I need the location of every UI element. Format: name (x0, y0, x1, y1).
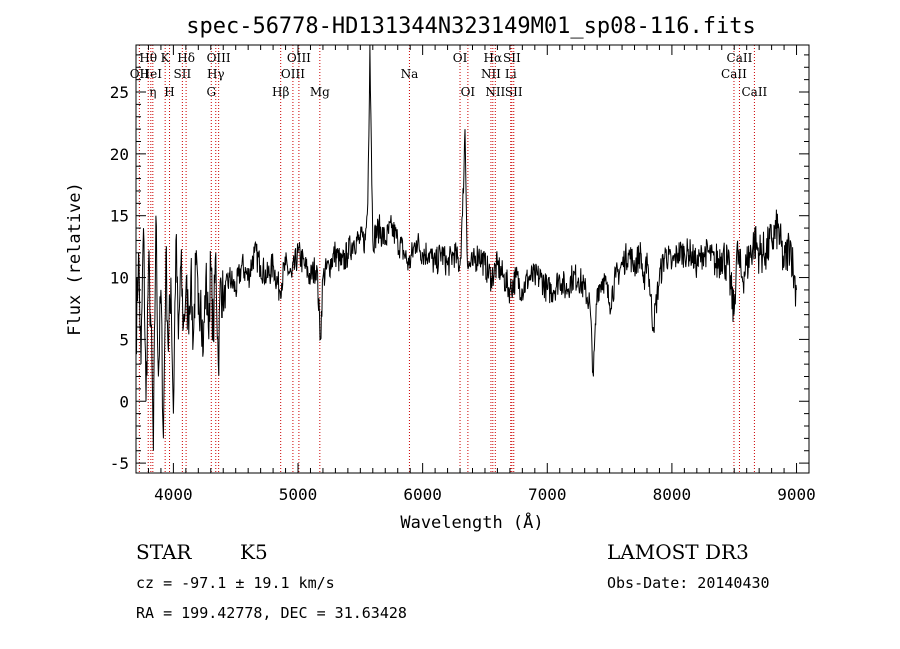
line-label: Hα (484, 51, 503, 65)
object-class: STAR (136, 540, 192, 564)
line-label: OIII (207, 51, 231, 65)
y-tick-label: -5 (110, 454, 129, 473)
x-tick-label: 5000 (279, 485, 318, 504)
line-label: OI (453, 51, 468, 65)
line-label: Na (401, 67, 419, 81)
line-label: Hγ (207, 67, 225, 81)
redshift-readout: cz = -97.1 ± 19.1 km/s (136, 574, 335, 592)
line-label: HeI (140, 67, 163, 81)
x-axis-label: Wavelength (Å) (400, 511, 543, 533)
y-tick-label: 0 (119, 392, 129, 411)
line-label: SII (505, 85, 523, 99)
y-tick-label: 5 (119, 330, 129, 349)
x-tick-label: 8000 (653, 485, 692, 504)
y-tick-label: 25 (110, 83, 129, 102)
axis-ticks: 4000 5000 6000 7000 8000 9000 -5 0 5 10 15 20 25 (110, 45, 816, 504)
line-label: η (149, 85, 156, 99)
line-label: SII (174, 67, 192, 81)
x-tick-label: 4000 (154, 485, 193, 504)
obs-date: Obs-Date: 20140430 (607, 574, 770, 592)
line-label: CaII (741, 85, 767, 99)
line-label: CaII (721, 67, 747, 81)
y-tick-label: 10 (110, 269, 129, 288)
line-label: OIII (287, 51, 311, 65)
plot-frame (135, 44, 810, 474)
y-tick-label: 20 (110, 145, 129, 164)
line-label: Mg (310, 85, 330, 99)
spectrum-line (135, 44, 797, 451)
x-tick-label: 9000 (777, 485, 816, 504)
line-label: NII (485, 85, 505, 99)
line-label: Hθ (139, 51, 157, 65)
coordinates: RA = 199.42778, DEC = 31.63428 (136, 604, 407, 622)
line-label: NII (481, 67, 501, 81)
line-label: G (206, 85, 216, 99)
line-label: CaII (727, 51, 753, 65)
x-tick-label: 6000 (403, 485, 442, 504)
line-label: H (164, 85, 174, 99)
line-label: Hδ (177, 51, 195, 65)
line-label: Li (505, 67, 517, 81)
line-labels: OIIHθHeIηKHSIIHδGHγOIIIHβOIIIOIIIMgNaOIO… (130, 51, 768, 99)
x-tick-label: 7000 (528, 485, 567, 504)
survey-name: LAMOST DR3 (607, 540, 749, 564)
line-label: Hβ (272, 85, 289, 99)
line-label: SII (503, 51, 521, 65)
line-label: OIII (281, 67, 305, 81)
line-label: K (161, 51, 171, 65)
object-subclass: K5 (240, 540, 268, 564)
line-label: OI (461, 85, 476, 99)
chart-title: spec-56778-HD131344N323149M01_sp08-116.f… (186, 14, 756, 39)
y-axis-label: Flux (relative) (65, 182, 85, 336)
line-label: OII (130, 67, 150, 81)
y-tick-label: 15 (110, 207, 129, 226)
